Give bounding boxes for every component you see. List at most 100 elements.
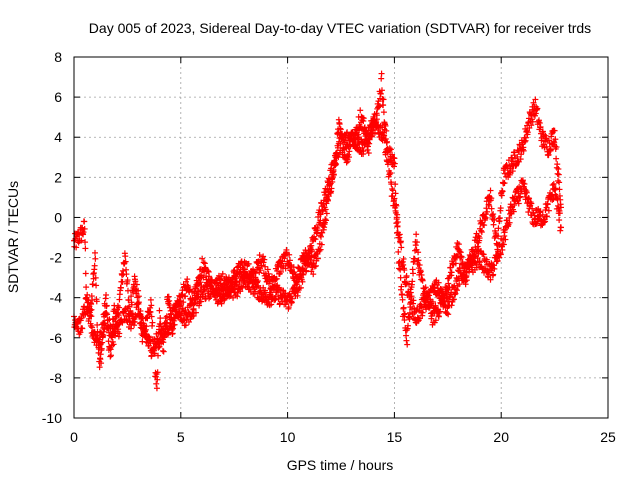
data-point	[391, 163, 398, 170]
data-point	[277, 268, 284, 275]
data-point	[523, 189, 530, 196]
x-tick-label: 20	[493, 429, 509, 445]
data-point	[314, 227, 321, 234]
data-point	[147, 308, 154, 315]
data-point	[529, 205, 536, 212]
data-point	[399, 291, 406, 298]
data-point	[401, 267, 408, 274]
data-point	[337, 125, 344, 132]
data-point	[107, 323, 114, 330]
data-point	[476, 235, 483, 242]
data-point	[124, 305, 131, 312]
data-point	[490, 211, 497, 218]
data-point	[273, 275, 280, 282]
data-point	[159, 336, 166, 343]
data-point	[117, 284, 124, 291]
data-point	[405, 280, 412, 287]
data-point	[346, 148, 353, 155]
data-point	[378, 87, 385, 94]
data-point	[93, 298, 100, 305]
data-point	[148, 313, 155, 320]
x-tick-label: 25	[600, 429, 616, 445]
data-point	[439, 288, 446, 295]
data-point	[490, 271, 497, 278]
data-point	[79, 325, 86, 332]
data-point	[510, 208, 517, 215]
data-point	[121, 259, 128, 266]
data-point	[275, 296, 282, 303]
data-point	[381, 132, 388, 139]
data-point	[154, 369, 161, 376]
data-point	[514, 153, 521, 160]
data-point	[260, 259, 267, 266]
data-point	[408, 293, 415, 300]
data-point	[532, 110, 539, 117]
data-point	[481, 222, 488, 229]
data-point	[386, 145, 393, 152]
data-point	[445, 311, 452, 318]
data-point	[262, 263, 269, 270]
data-point	[291, 284, 298, 291]
data-point	[517, 193, 524, 200]
data-point	[200, 259, 207, 266]
data-point	[135, 306, 142, 313]
data-point	[551, 139, 558, 146]
data-point	[558, 224, 565, 231]
data-point	[312, 262, 319, 269]
data-point	[539, 128, 546, 135]
data-point	[234, 264, 241, 271]
data-point	[432, 317, 439, 324]
data-point	[116, 330, 123, 337]
data-point	[544, 201, 551, 208]
y-tick-label: -2	[50, 250, 63, 266]
data-point	[85, 299, 92, 306]
data-point	[387, 170, 394, 177]
data-point	[91, 329, 98, 336]
data-point	[311, 263, 318, 270]
data-point	[155, 352, 162, 359]
data-point	[289, 295, 296, 302]
data-point	[549, 196, 556, 203]
data-point	[404, 341, 411, 348]
data-point	[476, 259, 483, 266]
data-point	[344, 158, 351, 165]
data-point	[87, 312, 94, 319]
data-point	[550, 196, 557, 203]
data-point	[128, 301, 135, 308]
data-point	[153, 380, 160, 387]
data-point	[555, 171, 562, 178]
data-point	[323, 217, 330, 224]
data-point	[83, 284, 90, 291]
data-point	[526, 195, 533, 202]
data-point	[110, 341, 117, 348]
data-point	[552, 136, 559, 143]
data-point	[317, 246, 324, 253]
data-point	[556, 179, 563, 186]
data-point	[463, 274, 470, 281]
data-point	[556, 217, 563, 224]
data-point	[474, 243, 481, 250]
data-point	[380, 102, 387, 109]
data-point	[286, 257, 293, 264]
data-point	[282, 265, 289, 272]
data-point	[106, 329, 113, 336]
data-point	[413, 239, 420, 246]
data-point	[415, 249, 422, 256]
data-point	[122, 258, 129, 265]
data-point	[551, 127, 558, 134]
data-point	[264, 266, 271, 273]
data-point	[103, 302, 110, 309]
data-point	[199, 255, 206, 262]
data-point	[398, 283, 405, 290]
data-point	[514, 197, 521, 204]
data-point	[237, 288, 244, 295]
data-point	[272, 293, 279, 300]
data-point	[313, 230, 320, 237]
data-point	[534, 105, 541, 112]
data-point	[487, 276, 494, 283]
data-point	[515, 190, 522, 197]
data-point	[554, 161, 561, 168]
data-point	[499, 188, 506, 195]
data-point	[96, 364, 103, 371]
data-point	[323, 195, 330, 202]
